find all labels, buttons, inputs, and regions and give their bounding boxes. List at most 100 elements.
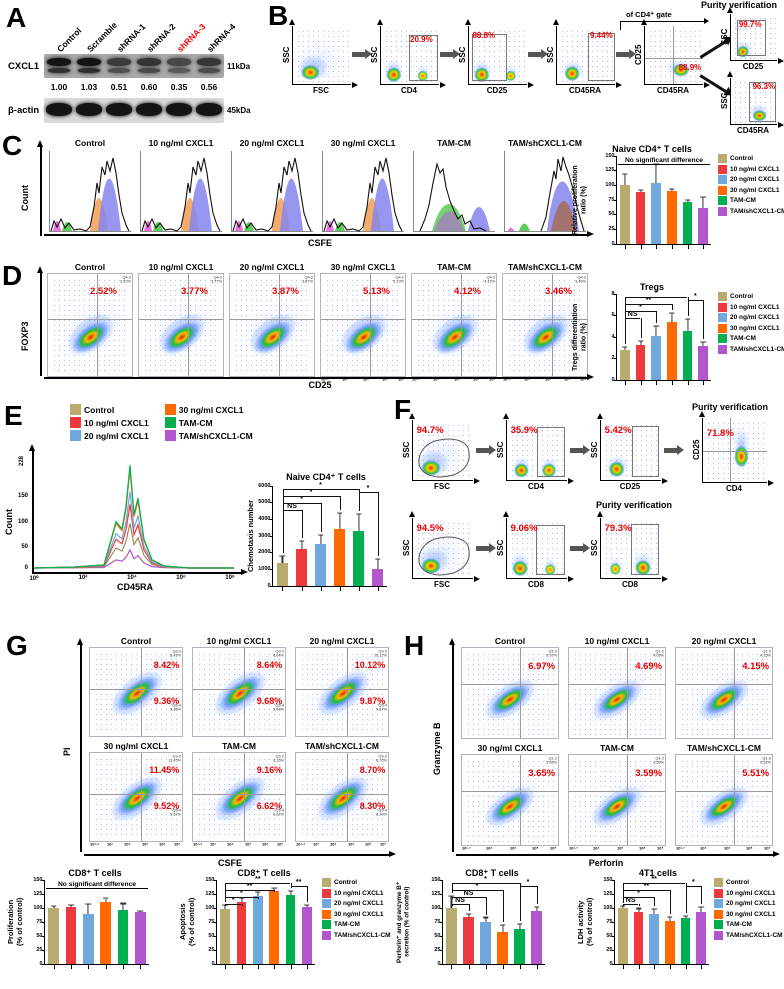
y-tick-label: 125 xyxy=(205,890,215,897)
bar-chart-secretion: 0255075100125150NSNS*** xyxy=(431,876,545,969)
sig-label: * xyxy=(639,304,642,311)
sig-line xyxy=(282,496,340,497)
quadrant-line-h xyxy=(412,318,496,320)
condition-cell: 20 ng/ml CXCL1 10.12% 9.87% Q3-2 10.12% Q3-4… xyxy=(294,636,390,737)
sig-label: ** xyxy=(645,297,652,304)
legend-item: 30 ng/ml CXCL1 xyxy=(718,185,784,195)
protein-label-bactin: β-actin xyxy=(8,105,40,116)
plot-area: 2.52% Q4-2 2.52% xyxy=(47,273,133,377)
y-tick-label: 5000 xyxy=(258,498,271,505)
sig-label: * xyxy=(366,485,370,492)
sig-drop xyxy=(640,318,642,339)
y-tick-mark xyxy=(613,214,617,216)
legend-label: Control xyxy=(730,293,754,300)
quadrant-stat: Q3-2 8.42% xyxy=(170,649,181,658)
condition-cell: 10 ng/ml CXCL1 8.64% 9.68% Q3-2 8.64% Q3-4 9… xyxy=(191,636,287,737)
band-intensity-value: 0.60 xyxy=(140,82,158,92)
error-bar xyxy=(669,916,671,922)
sig-drop xyxy=(282,489,284,553)
x-tick-mark xyxy=(502,965,504,969)
plot-area: 3.65% Q1-2 3.65% xyxy=(461,754,559,846)
gate-box xyxy=(737,19,767,57)
y-tick-label: 150 xyxy=(33,876,43,883)
y-tick-label: 25 xyxy=(606,946,613,953)
x-tick-mark xyxy=(358,587,360,591)
sig-drop xyxy=(703,300,705,340)
x-tick-row: 10¹·⁷ 10⁴ 10⁶ 10⁸ 10⁹ xyxy=(567,846,667,852)
percentage-label: 9.68% xyxy=(256,696,283,707)
quadrant-line-h xyxy=(48,318,132,320)
x-tick-mark xyxy=(654,965,656,969)
error-cap xyxy=(669,312,675,314)
plot-area: 5.42% xyxy=(596,413,668,485)
condition-title: 20 ng/ml CXCL1 xyxy=(309,636,375,646)
y-axis-label: Count xyxy=(20,185,30,211)
x-tick-label: 10⁹ xyxy=(489,377,496,382)
error-cap xyxy=(635,908,642,910)
error-bar xyxy=(289,890,292,895)
panel-letter-a: A xyxy=(6,2,27,33)
y-tick-label: 125 xyxy=(605,166,615,173)
kda-label-1: 11kDa xyxy=(227,62,251,71)
sig-line xyxy=(225,897,258,898)
quadrant-line-h xyxy=(676,791,772,792)
legend-item: 10 ng/ml CXCL1 xyxy=(714,888,783,898)
wb-band xyxy=(108,68,130,73)
error-cap xyxy=(651,908,657,910)
plot-area: 8.42% 9.36% Q3-2 8.42% Q3-4 9.36% xyxy=(89,647,183,737)
legend-label: 30 ng/ml CXCL1 xyxy=(730,324,780,332)
wb-lane-label: Control xyxy=(54,25,84,54)
y-tick-label: 0 xyxy=(267,583,270,589)
sig-label: * xyxy=(309,489,313,496)
error-cap xyxy=(448,895,455,897)
x-tick-label: 10⁴ xyxy=(432,377,440,382)
proliferation-histogram xyxy=(231,151,313,232)
legend-swatch xyxy=(714,930,723,940)
bar xyxy=(680,918,691,964)
error-cap xyxy=(533,906,540,908)
x-axis-arrow xyxy=(84,851,396,857)
sig-line xyxy=(451,897,486,898)
sig-line xyxy=(519,886,537,887)
legend-item: Control xyxy=(718,292,784,301)
condition-cell: Control 2.52% Q4-2 2.52% xyxy=(46,262,134,383)
x-tick-mark xyxy=(105,965,107,969)
y-tick-mark xyxy=(439,949,443,951)
plot-area: 20.9% xyxy=(376,19,446,89)
legend-label: 10 ng/ml CXCL1 xyxy=(730,165,780,173)
x-tick-label: 10⁶ xyxy=(365,842,372,847)
plot-area: 9.06% xyxy=(502,511,574,583)
y-tick-label: 50 xyxy=(208,932,215,939)
y-tick-mark xyxy=(439,935,443,937)
y-tick-mark xyxy=(41,907,45,909)
y-tick-mark xyxy=(439,879,443,881)
dot-cloud xyxy=(601,420,661,480)
y-tick-mark xyxy=(41,949,45,951)
error-bar xyxy=(639,190,642,192)
sig-line xyxy=(622,883,686,884)
percentage-label: 9.52% xyxy=(153,801,180,812)
legend-label: 20 ng/ml CXCL1 xyxy=(726,900,776,907)
quadrant-stat: Q3-2 10.12% xyxy=(373,649,387,658)
percentage-label: 4.15% xyxy=(742,660,770,672)
y-tick-label: 100 xyxy=(205,904,215,911)
y-tick-label: 25 xyxy=(208,946,215,953)
plot-area: 71.8% xyxy=(698,411,774,487)
percentage-label: 94.5% xyxy=(416,523,444,535)
legend-label: 10 ng/ml CXCL1 xyxy=(726,889,776,897)
bar xyxy=(314,544,327,586)
y-tick-label: 100 xyxy=(603,904,613,911)
dot-cloud xyxy=(413,518,473,578)
condition-cell: 20 ng/ml CXCL1 4.15% Q1-2 4.15% xyxy=(674,636,774,739)
error-bar xyxy=(686,318,689,331)
condition-cell: 10 ng/ml CXCL1 3.77% Q4-2 3.77% xyxy=(137,262,225,383)
quadrant-line-h xyxy=(321,318,405,320)
wb-band xyxy=(77,58,101,66)
sig-label: * xyxy=(484,876,487,883)
x-tick-mark xyxy=(274,965,276,969)
y-tick-mark xyxy=(613,243,617,245)
y-axis-label: FOXP3 xyxy=(20,321,30,351)
sig-drop xyxy=(225,883,227,903)
sig-drop xyxy=(485,897,487,915)
